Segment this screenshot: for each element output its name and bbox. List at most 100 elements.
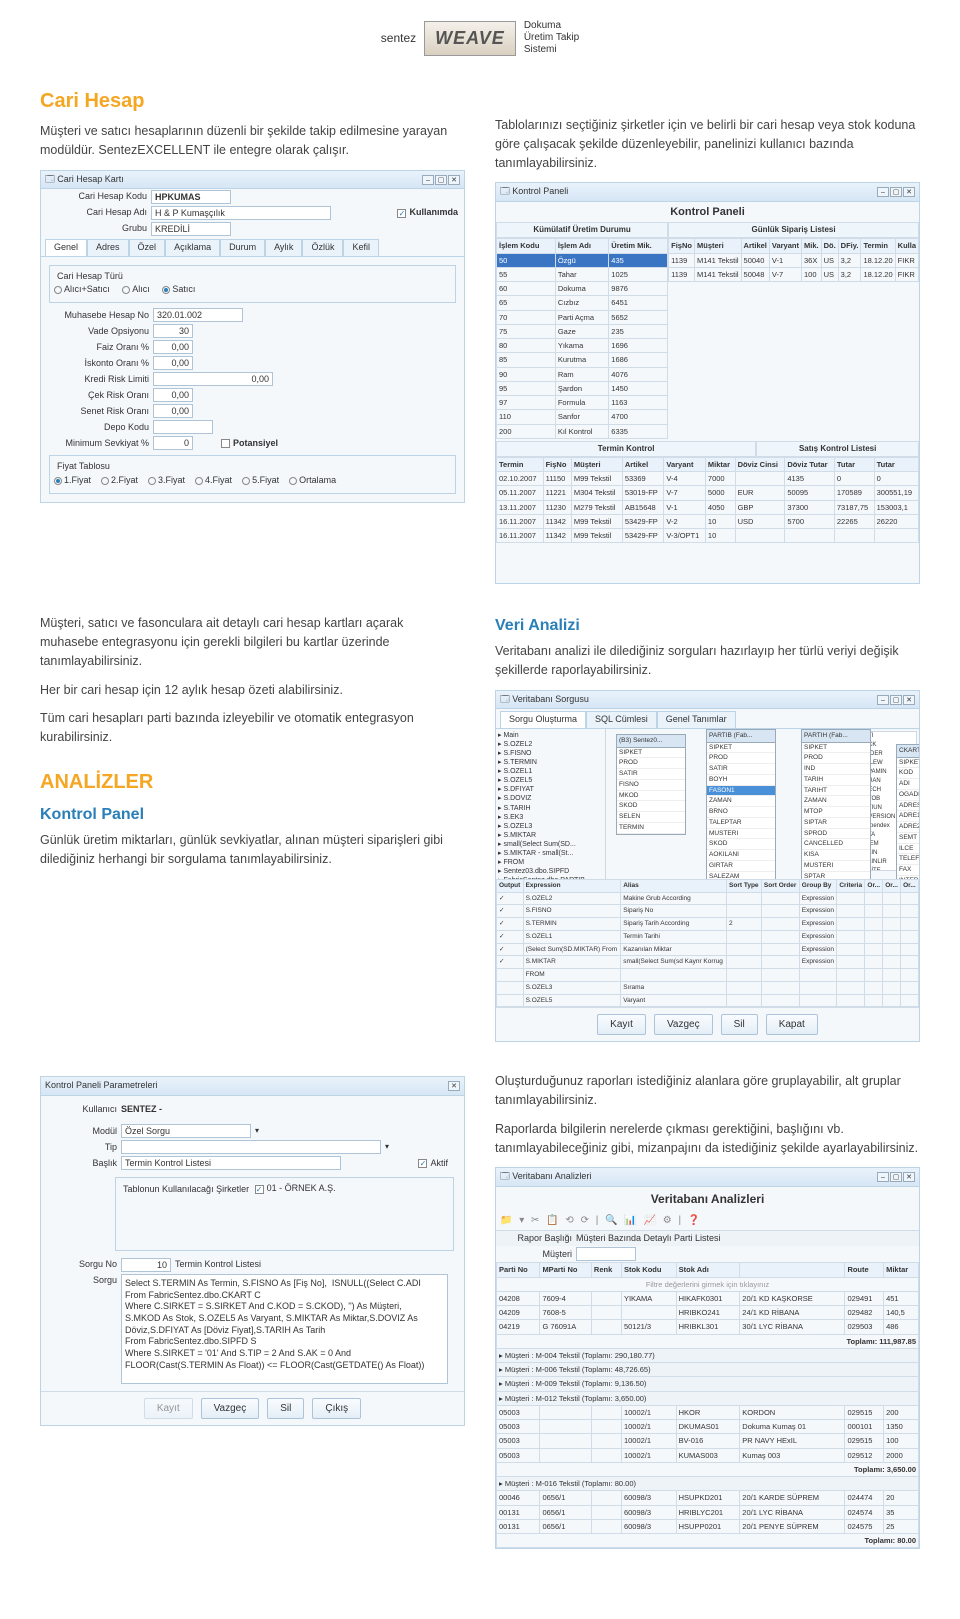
cari-p-right: Tablolarınızı seçtiğiniz şirketler için … [495, 116, 920, 172]
button-kayıt[interactable]: Kayıt [144, 1398, 193, 1419]
label-modul: Modül [57, 1125, 117, 1139]
label-minsevk: Minimum Sevkiyat % [49, 437, 149, 451]
input-sorgu-no[interactable]: 10 [121, 1258, 171, 1272]
label-sorgu-no: Sorgu No [57, 1258, 117, 1272]
label-baslik: Başlık [57, 1157, 117, 1171]
window-title: Veritabanı Analizleri [512, 1171, 591, 1181]
heading-cari-hesap: Cari Hesap [40, 86, 465, 116]
radio-fiyat-5[interactable]: 5.Fiyat [242, 474, 279, 488]
cari-hesap-karti-window: 🗔 Cari Hesap Kartı –▢✕ Cari Hesap Kodu H… [40, 170, 465, 504]
input-grubu[interactable]: KREDİLİ [151, 222, 231, 236]
check-aktif[interactable]: ✓Aktif [418, 1157, 448, 1171]
label-adi: Cari Hesap Adı [47, 206, 147, 220]
dropdown-modul[interactable]: Özel Sorgu [121, 1124, 251, 1138]
window-buttons[interactable]: ✕ [447, 1079, 460, 1093]
query-diagram[interactable]: AKTIBACKBINDERBISLEWBKPAMINBPUANBRECHCAT… [606, 729, 919, 879]
tab-genel[interactable]: Genel [45, 239, 87, 256]
radio-fiyat-3[interactable]: 3.Fiyat [148, 474, 185, 488]
label-grubu: Grubu [47, 222, 147, 236]
input-cek[interactable]: 0,00 [153, 388, 193, 402]
input-faiz[interactable]: 0,00 [153, 340, 193, 354]
input-adi[interactable]: H & P Kumaşçılık [151, 206, 331, 220]
val-rapor: Müşteri Bazında Detaylı Parti Listesi [576, 1232, 721, 1246]
heading-veri-analizi: Veri Analizi [495, 614, 920, 638]
tab-query-1[interactable]: SQL Cümlesi [586, 711, 657, 728]
analizler-p: Günlük üretim miktarları, günlük sevkiya… [40, 831, 465, 869]
bottom-p2: Raporlarda bilgilerin nerelerde çıkması … [495, 1120, 920, 1158]
radio-alicisatici[interactable]: Alıcı+Satıcı [54, 283, 110, 297]
tab-query-2[interactable]: Genel Tanımlar [657, 711, 736, 728]
radio-alici[interactable]: Alıcı [122, 283, 150, 297]
window-buttons[interactable]: –▢✕ [421, 173, 460, 187]
window-title: Cari Hesap Kartı [57, 174, 124, 184]
param-window: Kontrol Paneli Parametreleri ✕ Kullanıcı… [40, 1076, 465, 1426]
button-vazgeç[interactable]: Vazgeç [201, 1398, 260, 1419]
table-termin: TerminFişNoMüşteriArtikelVaryantMiktarDö… [496, 457, 919, 544]
check-ornek[interactable]: ✓01 - ÖRNEK A.Ş. [255, 1182, 336, 1196]
window-buttons[interactable]: –▢✕ [876, 185, 915, 199]
tab-durum[interactable]: Durum [220, 239, 265, 256]
label-kullanici: Kullanıcı [57, 1103, 117, 1117]
analysis-header: Veritabanı Analizleri [496, 1187, 919, 1211]
input-iskonto[interactable]: 0,00 [153, 356, 193, 370]
label-musteri: Müşteri [502, 1248, 572, 1262]
group-tablo-sirket: Tablonun Kullanılacağı Şirketler [120, 1183, 252, 1197]
dropdown-tip[interactable] [121, 1140, 381, 1154]
tab-özlük[interactable]: Özlük [302, 239, 343, 256]
check-kullanimda[interactable]: ✓Kullanımda [397, 206, 458, 220]
button-sil[interactable]: Sil [721, 1014, 758, 1035]
tab-kefil[interactable]: Kefil [343, 239, 379, 256]
subheader-kumulatif: Kümülatif Üretim Durumu [496, 222, 668, 238]
input-kredi[interactable]: 0,00 [153, 372, 273, 386]
radio-fiyat-2[interactable]: 2.Fiyat [101, 474, 138, 488]
tab-aylık[interactable]: Aylık [265, 239, 302, 256]
input-senet[interactable]: 0,00 [153, 404, 193, 418]
cari-p1: Müşteri ve satıcı hesaplarının düzenli b… [40, 122, 465, 160]
window-buttons[interactable]: –▢✕ [876, 1170, 915, 1184]
label-rapor: Rapor Başlığı [502, 1232, 572, 1246]
window-title: Kontrol Paneli [512, 186, 568, 196]
input-depo[interactable] [153, 420, 213, 434]
button-kapat[interactable]: Kapat [766, 1014, 818, 1035]
bottom-p1: Oluşturduğunuz raporları istediğiniz ala… [495, 1072, 920, 1110]
input-muh[interactable]: 320.01.002 [153, 308, 243, 322]
input-musteri[interactable] [576, 1247, 636, 1261]
radio-fiyat-4[interactable]: 4.Fiyat [195, 474, 232, 488]
input-vade[interactable]: 30 [153, 324, 193, 338]
label-faiz: Faiz Oranı % [49, 341, 149, 355]
button-sil[interactable]: Sil [267, 1398, 304, 1419]
input-kod[interactable]: HPKUMAS [151, 190, 231, 204]
textarea-sql[interactable]: Select S.TERMIN As Termin, S.FISNO As [F… [121, 1274, 448, 1384]
radio-fiyat-1[interactable]: 1.Fiyat [54, 474, 91, 488]
button-çıkış[interactable]: Çıkış [312, 1398, 361, 1419]
group-turu: Cari Hesap Türü [54, 270, 126, 284]
analysis-window: 🗔 Veritabanı Analizleri –▢✕ Veritabanı A… [495, 1167, 920, 1549]
tab-adres[interactable]: Adres [87, 239, 129, 256]
mid-p2: Her bir cari hesap için 12 aylık hesap ö… [40, 681, 465, 700]
tab-açıklama[interactable]: Açıklama [165, 239, 220, 256]
label-muh: Muhasebe Hesap No [49, 309, 149, 323]
kontrol-panel-window: 🗔 Kontrol Paneli –▢✕ Kontrol Paneli Kümü… [495, 182, 920, 584]
window-buttons[interactable]: –▢✕ [876, 693, 915, 707]
window-title: Kontrol Paneli Parametreleri [45, 1079, 158, 1093]
subheader-satis: Satış Kontrol Listesi [756, 441, 919, 457]
button-kayıt[interactable]: Kayıt [597, 1014, 646, 1035]
radio-satici[interactable]: Satıcı [162, 283, 195, 297]
label-tip: Tip [57, 1141, 117, 1155]
window-title: Veritabanı Sorgusu [512, 694, 589, 704]
subheader-gunluk: Günlük Sipariş Listesi [668, 222, 919, 238]
tab-özel[interactable]: Özel [129, 239, 166, 256]
query-grid[interactable]: OutputExpressionAliasSort TypeSort Order… [496, 879, 919, 1008]
subheader-termin: Termin Kontrol [496, 441, 756, 457]
label-senet: Senet Risk Oranı [49, 405, 149, 419]
query-tree[interactable]: ▸ Main▸ S.OZEL2▸ S.FISNO▸ S.TERMIN▸ S.OZ… [496, 729, 606, 879]
button-vazgeç[interactable]: Vazgeç [654, 1014, 713, 1035]
input-baslik[interactable]: Termin Kontrol Listesi [121, 1156, 341, 1170]
input-minsevk[interactable]: 0 [153, 436, 193, 450]
table-uretim: İşlem Koduİşlem AdıÜretim Mik.50Özgü4355… [496, 238, 668, 439]
toolbar[interactable]: 📁 ▾ ✂ 📋 ⟲ ⟳ | 🔍 📊 📈 ⚙ | ❓ [496, 1211, 919, 1231]
check-potansiyel[interactable]: Potansiyel [221, 437, 278, 451]
radio-fiyat-6[interactable]: Ortalama [289, 474, 336, 488]
tab-query-0[interactable]: Sorgu Oluşturma [500, 711, 586, 728]
heading-analizler: ANALİZLER [40, 767, 465, 797]
